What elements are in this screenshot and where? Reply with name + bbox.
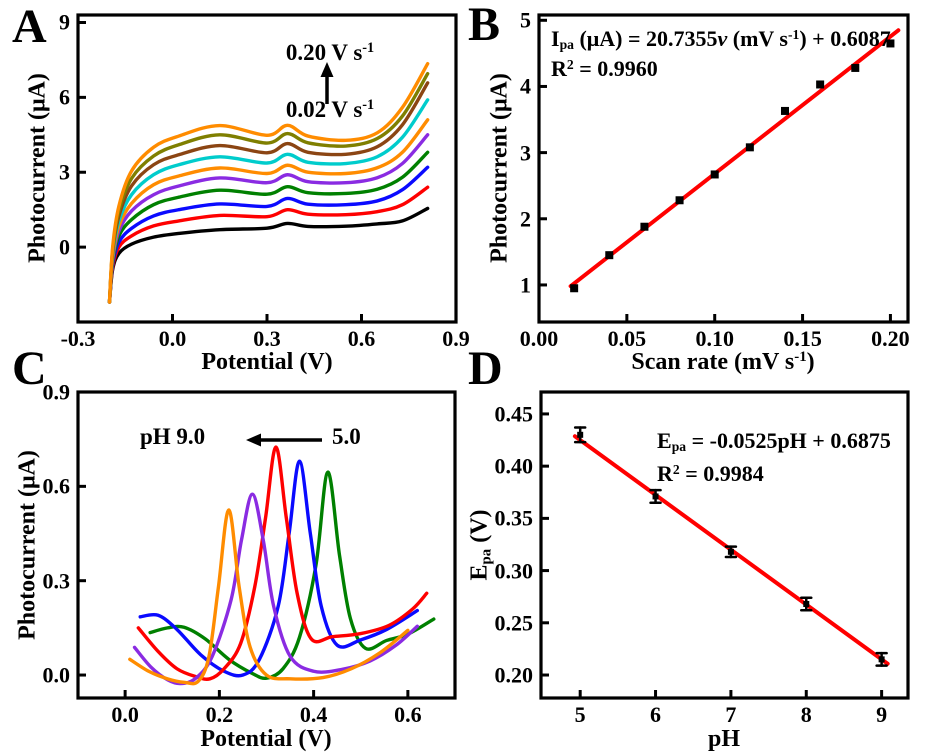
x-tick-label-b: 0.10: [695, 326, 734, 351]
y-axis-title-c: Photocurrent (μA): [14, 450, 41, 640]
y-tick-label-b: 4: [520, 73, 531, 99]
y-tick-label-d: 0.20: [494, 662, 534, 688]
x-tick-label-b: 0.00: [519, 326, 559, 351]
x-tick-label-d: 5: [574, 702, 586, 727]
annotation-fit-equation: Ipa (μA) = 20.7355v (mV s-1) + 0.6087: [551, 26, 891, 53]
y-tick-label-c: 0.6: [42, 473, 71, 499]
x-tick-label-a: 0.6: [347, 326, 376, 351]
x-tick-label-c: 0.6: [394, 702, 422, 727]
x-tick-label-d: 9: [876, 702, 888, 727]
annotation-scan-rate-low: 0.02 V s-1: [285, 97, 375, 122]
y-tick-label-d: 0.45: [494, 401, 534, 427]
annotation-ph-high-label: pH 9.0: [140, 424, 206, 449]
x-axis-title-d: pH: [707, 726, 741, 752]
y-tick-label-d: 0.35: [494, 505, 534, 531]
panel-letter-c: C: [12, 342, 47, 395]
y-tick-label-a: 9: [59, 9, 70, 35]
panel-letter-a: A: [12, 0, 47, 53]
x-tick-label-c: 0.0: [111, 702, 139, 727]
annotation-fit-equation: Epa = -0.0525pH + 0.6875: [657, 428, 891, 455]
y-tick-label-d: 0.30: [494, 558, 534, 584]
x-axis-title-a: Potential (V): [201, 349, 333, 375]
y-tick-label-b: 2: [520, 206, 531, 232]
y-tick-label-d: 0.25: [494, 610, 534, 636]
x-tick-label-b: 0.15: [783, 326, 822, 351]
x-tick-label-a: 0.3: [253, 326, 281, 351]
annotation-scan-rate-high: 0.20 V s-1: [285, 40, 375, 65]
x-axis-title-c: Potential (V): [200, 726, 332, 752]
annotation-ph-low-label: 5.0: [332, 424, 361, 449]
x-tick-label-b: 0.20: [871, 326, 910, 351]
x-tick-label-a: 0.0: [158, 326, 187, 351]
y-tick-label-b: 5: [520, 7, 531, 33]
y-axis-title-b: Photocurrent (μA): [486, 73, 513, 263]
y-axis-title-a: Photocurrent (μA): [24, 73, 51, 263]
x-tick-label-a: -0.3: [60, 326, 96, 351]
y-axis-title-d: Epa (V): [466, 509, 495, 581]
panel-letter-d: D: [468, 342, 503, 395]
y-tick-label-c: 0.9: [42, 379, 71, 405]
annotation-r-squared: R2 = 0.9984: [657, 461, 764, 486]
x-tick-label-b: 0.05: [607, 326, 647, 351]
panel-letter-b: B: [468, 0, 501, 51]
y-tick-label-a: 0: [59, 234, 70, 260]
x-tick-label-c: 0.4: [299, 702, 328, 727]
y-tick-label-b: 3: [520, 140, 531, 166]
x-tick-label-a: 0.9: [442, 326, 470, 351]
annotation-r-squared: R2 = 0.9960: [551, 56, 658, 81]
y-tick-label-c: 0.0: [42, 662, 71, 688]
x-tick-label-d: 8: [800, 702, 812, 727]
x-axis-title-b: Scan rate (mV s-1): [631, 348, 815, 375]
y-tick-label-d: 0.40: [494, 453, 534, 479]
y-tick-label-a: 3: [59, 159, 70, 185]
y-tick-label-a: 6: [59, 84, 70, 110]
x-tick-label-d: 7: [725, 702, 737, 727]
x-tick-label-d: 6: [650, 702, 662, 727]
y-tick-label-b: 1: [520, 272, 531, 298]
y-tick-label-c: 0.3: [42, 568, 71, 594]
x-tick-label-c: 0.2: [205, 702, 234, 727]
